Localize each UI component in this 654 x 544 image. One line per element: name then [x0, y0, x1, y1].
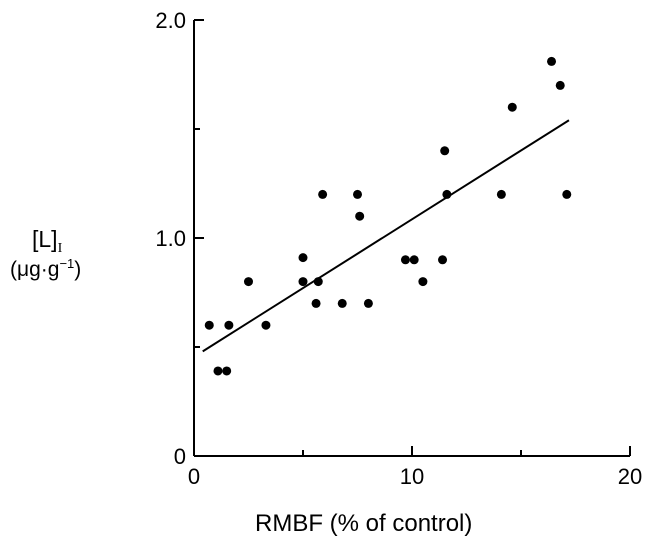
x-tick-label: 0	[188, 464, 200, 489]
data-point	[418, 277, 428, 287]
y-axis-unit-exponent: −1	[59, 256, 75, 271]
data-point	[363, 298, 373, 308]
data-point	[224, 320, 234, 330]
data-point	[438, 255, 448, 265]
data-point	[442, 189, 452, 199]
y-axis-label-symbol: [L]	[32, 226, 58, 252]
data-point	[244, 277, 253, 287]
data-point	[298, 277, 308, 287]
regression-line-group	[202, 119, 570, 353]
data-points-group	[204, 56, 572, 376]
data-point	[298, 253, 308, 263]
x-tick-label: 10	[400, 464, 424, 489]
y-tick-label: 2.0	[155, 8, 186, 33]
data-point	[318, 189, 328, 199]
data-point	[261, 320, 271, 330]
data-point	[204, 320, 214, 330]
data-point	[313, 277, 323, 287]
data-point	[337, 298, 347, 308]
data-point	[555, 80, 565, 90]
y-axis-unit-close: )	[74, 258, 82, 281]
x-axis-label: RMBF (% of control)	[255, 510, 473, 537]
data-point	[355, 211, 365, 221]
x-tick-label: 20	[618, 464, 642, 489]
y-axis-label-subscript: I	[57, 241, 63, 256]
regression-line	[202, 119, 570, 353]
y-axis-unit: (μg·g−1)	[10, 256, 81, 282]
data-point	[440, 146, 450, 156]
data-point	[409, 255, 419, 265]
tick-group: 0 10 20 0 1.0 2.0	[155, 8, 642, 489]
data-point	[547, 56, 557, 66]
y-axis-unit-base: (μg·g	[10, 258, 60, 281]
data-point	[213, 366, 223, 376]
data-point	[507, 102, 517, 112]
y-tick-label: 1.0	[155, 226, 186, 251]
data-point	[496, 189, 506, 199]
y-tick-label: 0	[174, 444, 186, 469]
data-point	[562, 189, 572, 199]
data-point	[311, 298, 321, 308]
y-axis-label: [L]I	[32, 226, 62, 257]
data-point	[222, 366, 232, 376]
data-point	[353, 189, 362, 199]
data-point	[400, 255, 410, 265]
